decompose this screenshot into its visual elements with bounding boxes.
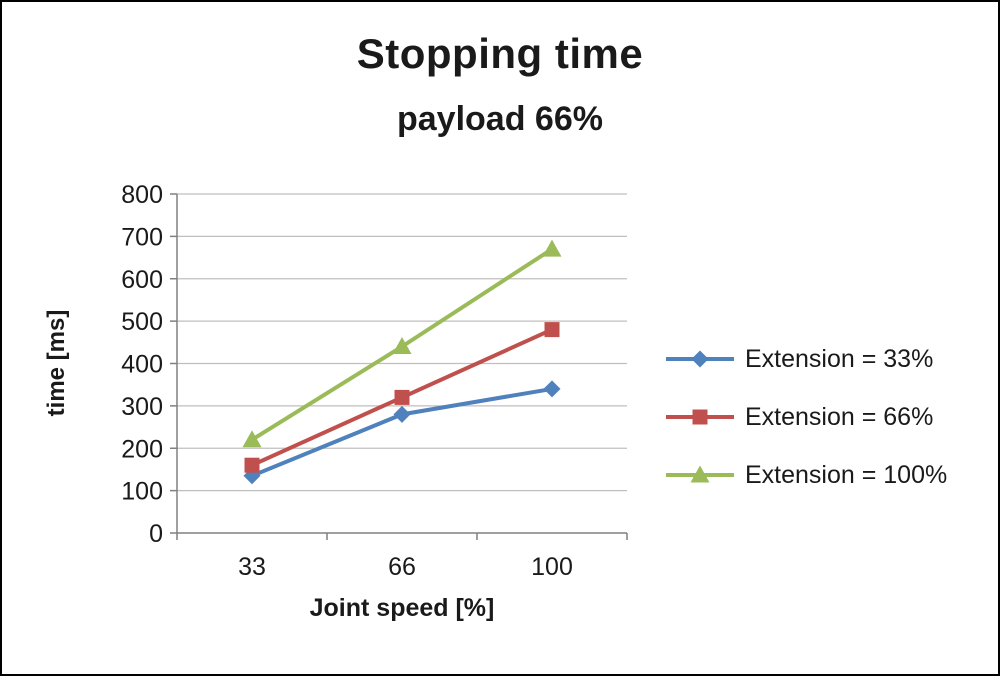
square-marker: [394, 389, 410, 405]
legend-label: Extension = 33%: [745, 344, 934, 373]
diamond-marker: [543, 380, 561, 398]
square-marker: [244, 457, 260, 473]
diamond-marker: [393, 405, 411, 423]
y-tick-label: 300: [121, 393, 163, 421]
legend-label: Extension = 66%: [745, 402, 934, 431]
legend: Extension = 33% Extension = 66% Extension …: [664, 344, 948, 489]
triangle-marker: [392, 337, 412, 355]
triangle-marker: [542, 239, 562, 257]
x-tick-label: 100: [531, 553, 573, 581]
legend-diamond-sample: [666, 350, 734, 368]
y-tick-label: 200: [121, 435, 163, 463]
chart-subtitle: payload 66%: [397, 100, 603, 138]
y-tick-label: 600: [121, 266, 163, 294]
legend-item: Extension = 66%: [664, 402, 947, 431]
y-tick-label: 800: [121, 181, 163, 209]
square-marker: [692, 409, 708, 425]
x-tick-label: 66: [388, 553, 416, 581]
legend-square-sample: [666, 409, 734, 425]
triangle-marker: [242, 430, 262, 448]
legend-item: Extension = 33%: [664, 344, 947, 373]
y-tick-label: 100: [121, 478, 163, 506]
y-tick-label: 400: [121, 351, 163, 379]
x-tick-label: 33: [238, 553, 266, 581]
legend-label: Extension = 100%: [745, 460, 948, 489]
legend-triangle-sample: [666, 465, 734, 483]
legend-item: Extension = 100%: [664, 460, 948, 489]
chart-title: Stopping time: [356, 30, 644, 77]
triangle-marker: [690, 465, 710, 483]
square-marker: [544, 322, 560, 338]
y-tick-label: 500: [121, 308, 163, 336]
x-axis-title: Joint speed [%]: [309, 594, 495, 622]
y-tick-label: 700: [121, 223, 163, 251]
y-tick-label: 0: [149, 520, 163, 548]
diamond-marker: [691, 350, 709, 368]
